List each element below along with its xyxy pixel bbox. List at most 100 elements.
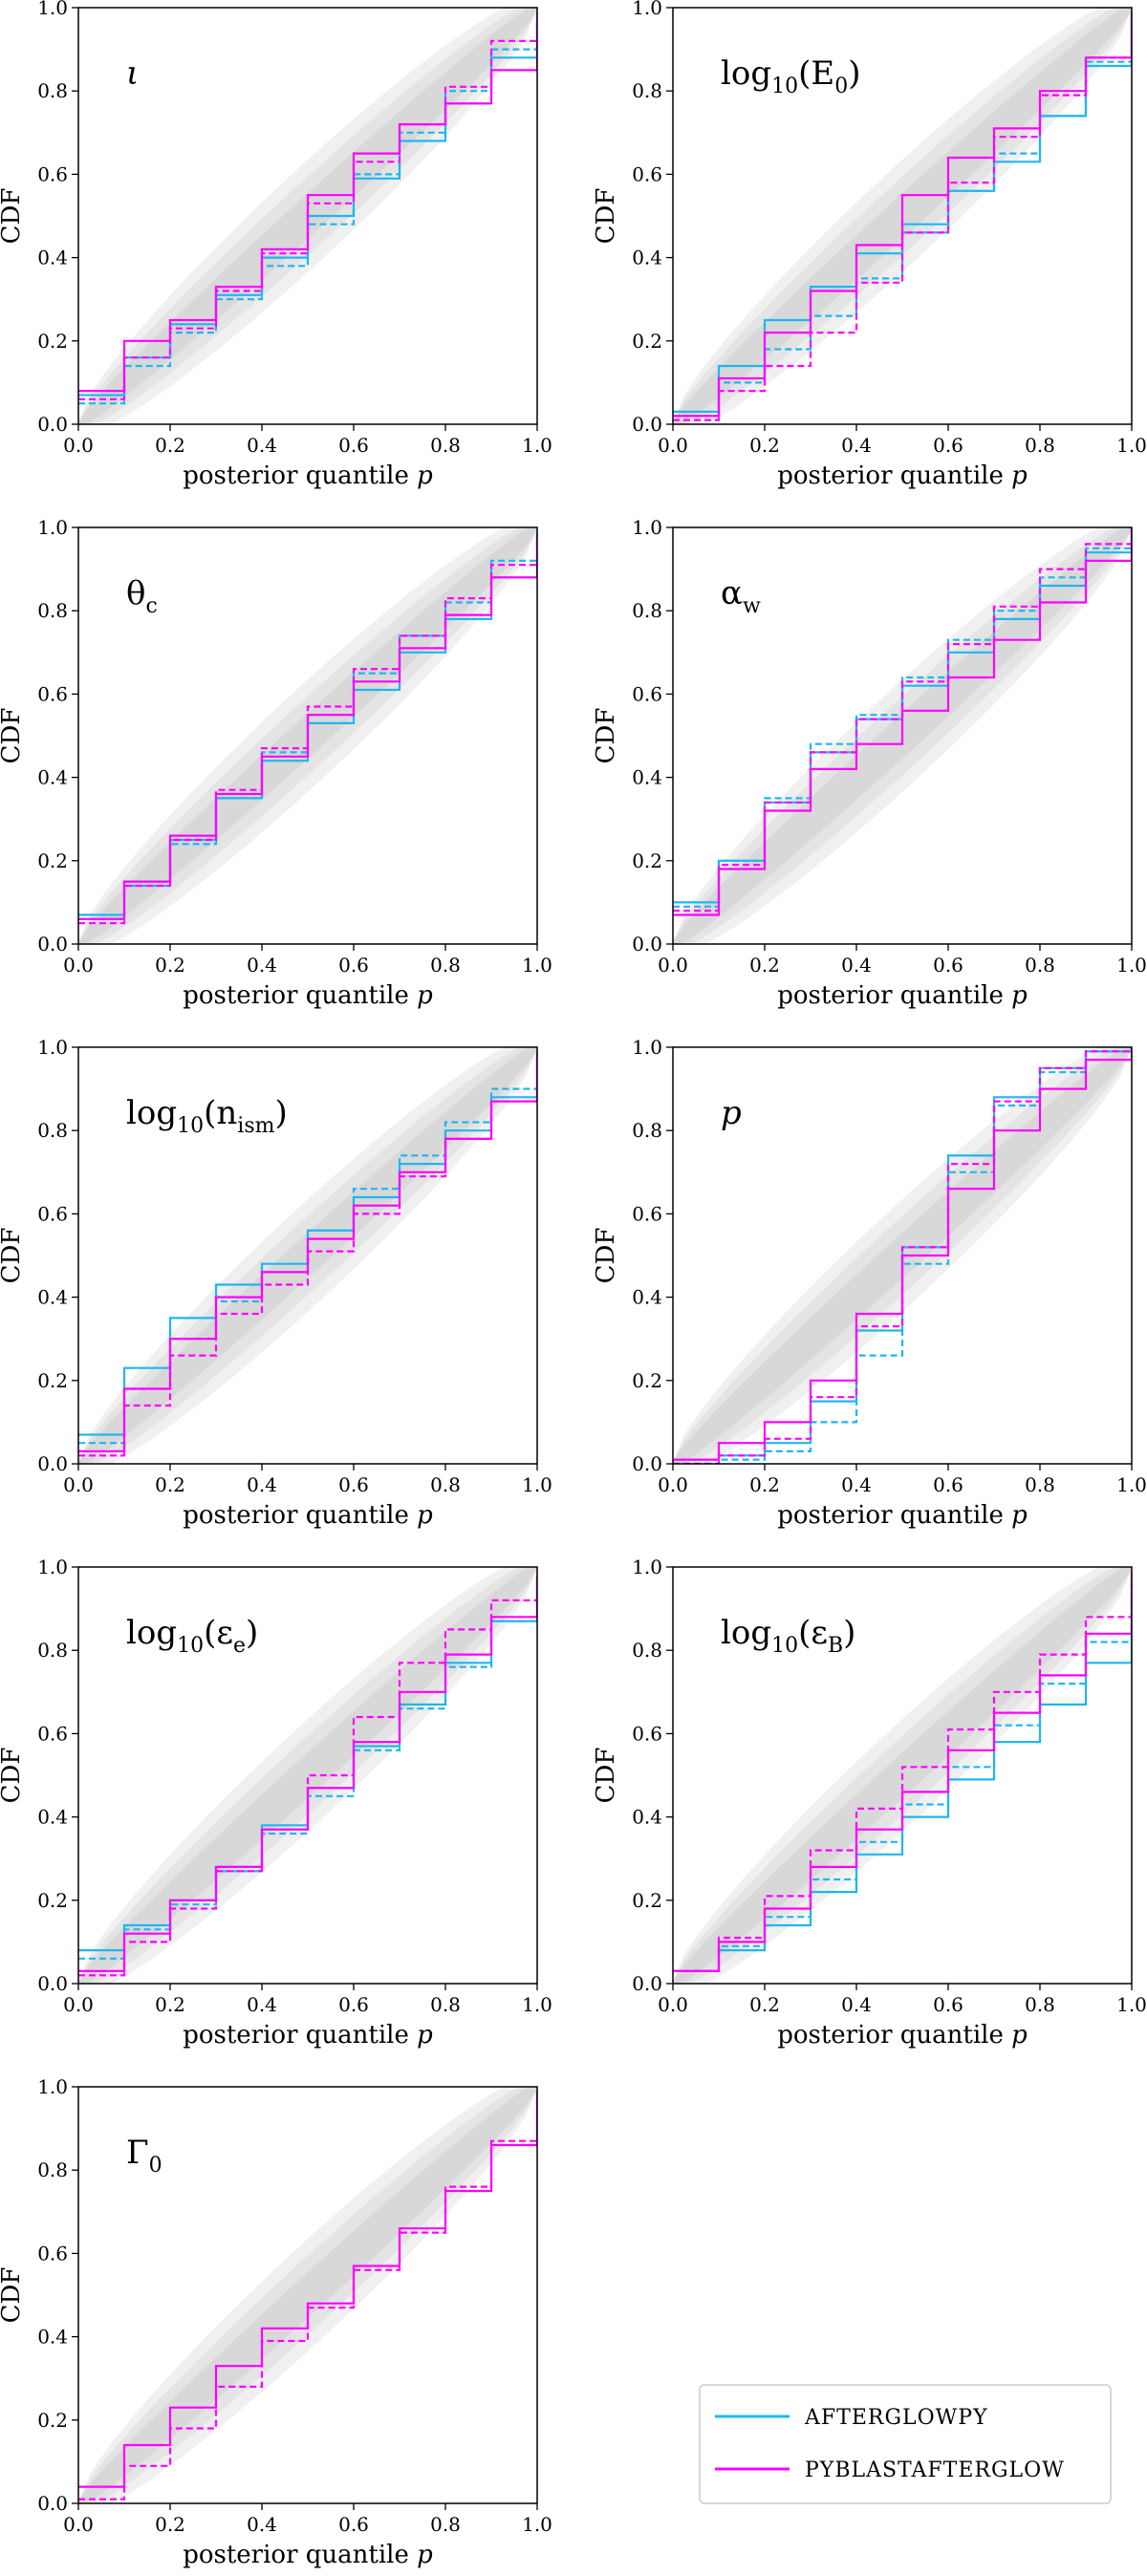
panel-label-5: p — [721, 1094, 742, 1132]
x-tick-label-3-3: 0.6 — [933, 954, 963, 977]
series-7-3 — [673, 1571, 1132, 1972]
x-tick-label-7-3: 0.6 — [933, 1993, 963, 2016]
y-tick-label-1-0: 0.0 — [632, 413, 662, 436]
x-axis-label-1: posterior quantile p — [777, 462, 1028, 490]
y-tick-label-2-4: 0.8 — [37, 599, 68, 622]
plot-area-3 — [673, 527, 1132, 944]
x-tick-label-2-2: 0.4 — [247, 954, 277, 977]
x-tick-label-5-0: 0.0 — [658, 1473, 688, 1496]
y-tick-label-7-3: 0.6 — [632, 1722, 662, 1745]
axes-frame-3 — [672, 526, 1133, 945]
plot-area-5 — [673, 1047, 1132, 1464]
x-tick-label-0-0: 0.0 — [63, 434, 94, 457]
y-tick-label-2-5: 1.0 — [37, 516, 68, 539]
x-tick-label-7-5: 1.0 — [1116, 1993, 1147, 2016]
x-tick-label-1-2: 0.4 — [841, 434, 872, 457]
x-tick-label-7-0: 0.0 — [658, 1993, 688, 2016]
x-tick-label-6-4: 0.8 — [430, 1993, 461, 2016]
x-tick-label-1-4: 0.8 — [1025, 434, 1055, 457]
x-axis-label-5: posterior quantile p — [777, 1501, 1028, 1530]
panel-label-0: ι — [126, 54, 139, 93]
legend-label-afterglowpy: AFTERGLOWPY — [804, 2406, 988, 2430]
y-tick-label-8-1: 0.2 — [37, 2409, 68, 2432]
axes-frame-4 — [77, 1046, 538, 1465]
plot-area-0 — [78, 8, 537, 424]
x-axis-label-7: posterior quantile p — [777, 2021, 1028, 2050]
series-8-1 — [78, 2091, 537, 2501]
plot-area-2 — [78, 527, 537, 944]
x-tick-label-6-0: 0.0 — [63, 1993, 94, 2016]
x-tick-label-3-1: 0.2 — [749, 954, 780, 977]
panel-4: 0.0 0.2 0.4 0.6 0.8 1.0 0.0 0.2 0.4 0.6 0.8 1.0 post… — [0, 1036, 552, 1530]
y-tick-label-4-5: 1.0 — [37, 1036, 68, 1059]
series-0-2 — [78, 20, 537, 393]
y-tick-label-6-3: 0.6 — [37, 1722, 68, 1745]
legend-frame — [699, 2384, 1112, 2504]
x-tick-label-4-0: 0.0 — [63, 1473, 94, 1496]
y-tick-label-0-1: 0.2 — [37, 330, 68, 353]
x-tick-label-1-0: 0.0 — [658, 434, 688, 457]
axes-frame-1 — [672, 7, 1133, 425]
panel-3: 0.0 0.2 0.4 0.6 0.8 1.0 0.0 0.2 0.4 0.6 0.8 1.0 post… — [592, 516, 1147, 1010]
y-tick-label-2-0: 0.0 — [37, 933, 68, 955]
plot-area-7 — [673, 1567, 1132, 1984]
axes-frame-8 — [77, 2086, 538, 2504]
x-tick-label-7-1: 0.2 — [749, 1993, 780, 2016]
confidence-band-8-2 — [78, 2087, 537, 2503]
y-tick-label-8-4: 0.8 — [37, 2158, 68, 2181]
panel-2: 0.0 0.2 0.4 0.6 0.8 1.0 0.0 0.2 0.4 0.6 0.8 1.0 post… — [0, 516, 552, 1010]
x-tick-label-5-5: 1.0 — [1116, 1473, 1147, 1496]
y-axis-label-7: CDF — [592, 1748, 620, 1804]
y-tick-label-2-1: 0.2 — [37, 849, 68, 872]
y-tick-label-0-0: 0.0 — [37, 413, 68, 436]
axes-frame-5 — [672, 1046, 1133, 1465]
y-axis-label-4: CDF — [0, 1228, 26, 1284]
series-3-3 — [673, 527, 1132, 912]
y-tick-label-5-4: 0.8 — [632, 1119, 662, 1142]
x-tick-label-5-3: 0.6 — [933, 1473, 963, 1496]
x-tick-label-2-5: 1.0 — [522, 954, 552, 977]
y-axis-label-2: CDF — [0, 708, 26, 764]
series-5-1 — [673, 1047, 1132, 1464]
series-1-2 — [673, 11, 1132, 418]
y-tick-label-1-5: 1.0 — [632, 0, 662, 19]
x-tick-label-0-5: 1.0 — [522, 434, 552, 457]
series-0-1 — [78, 11, 537, 405]
x-tick-label-4-1: 0.2 — [155, 1473, 185, 1496]
y-tick-label-4-1: 0.2 — [37, 1369, 68, 1392]
y-tick-label-7-1: 0.2 — [632, 1889, 662, 1912]
panel-label-8: Γ0 — [126, 2134, 162, 2178]
axes-frame-7 — [672, 1566, 1133, 1985]
x-tick-label-5-1: 0.2 — [749, 1473, 780, 1496]
x-tick-label-5-4: 0.8 — [1025, 1473, 1055, 1496]
x-tick-label-2-4: 0.8 — [430, 954, 461, 977]
y-axis-label-6: CDF — [0, 1748, 26, 1804]
axes-frame-2 — [77, 526, 538, 945]
y-axis-label-5: CDF — [592, 1228, 620, 1284]
confidence-band-6-2 — [78, 1567, 537, 1984]
x-tick-label-4-5: 1.0 — [522, 1473, 552, 1496]
panel-label-2: θc — [126, 574, 158, 618]
y-axis-label-0: CDF — [0, 188, 26, 245]
y-tick-label-2-3: 0.6 — [37, 682, 68, 705]
x-tick-label-8-2: 0.4 — [247, 2513, 277, 2536]
x-axis-label-6: posterior quantile p — [183, 2021, 433, 2050]
y-tick-label-5-0: 0.0 — [632, 1452, 662, 1475]
x-tick-label-8-5: 1.0 — [522, 2513, 552, 2536]
panel-label-3: αw — [721, 574, 761, 618]
x-axis-label-8: posterior quantile p — [183, 2541, 433, 2569]
panel-6: 0.0 0.2 0.4 0.6 0.8 1.0 0.0 0.2 0.4 0.6 0.8 1.0 post… — [0, 1556, 552, 2050]
x-tick-label-1-5: 1.0 — [1116, 434, 1147, 457]
y-tick-label-3-2: 0.4 — [632, 766, 662, 789]
x-tick-label-3-2: 0.4 — [841, 954, 872, 977]
y-tick-label-7-5: 1.0 — [632, 1556, 662, 1578]
y-tick-label-3-1: 0.2 — [632, 849, 662, 872]
x-tick-label-0-4: 0.8 — [430, 434, 461, 457]
plot-area-8 — [78, 2087, 537, 2503]
y-tick-label-5-2: 0.4 — [632, 1286, 662, 1309]
x-axis-label-0: posterior quantile p — [183, 462, 433, 490]
y-tick-label-5-5: 1.0 — [632, 1036, 662, 1059]
y-tick-label-8-3: 0.6 — [37, 2242, 68, 2265]
